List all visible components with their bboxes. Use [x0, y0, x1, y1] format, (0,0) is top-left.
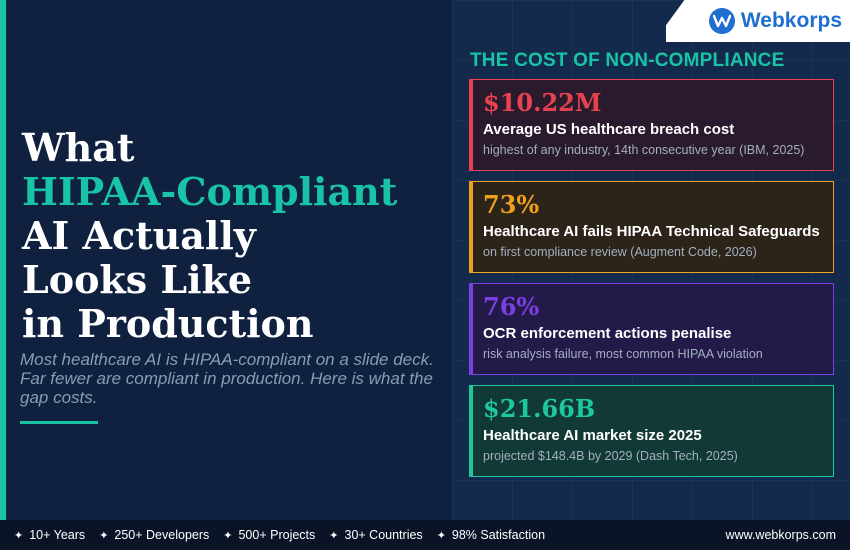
- brand-logo[interactable]: Webkorps: [666, 0, 850, 42]
- stat-value: 73%: [483, 190, 540, 219]
- footer-stat-satisfaction: ✦ 98% Satisfaction: [437, 528, 545, 542]
- subtitle-underline: [20, 421, 98, 424]
- headline-line-2-highlight: HIPAA-Compliant: [22, 169, 398, 214]
- stat-card-ocr-enforcement: 76% OCR enforcement actions penalise ris…: [469, 283, 834, 375]
- footer-stat-developers: ✦ 250+ Developers: [99, 528, 209, 542]
- star-icon: ✦: [329, 529, 339, 542]
- footer-stat-label: 30+ Countries: [344, 528, 423, 542]
- stat-value: 76%: [483, 292, 540, 321]
- stat-note: highest of any industry, 14th consecutiv…: [483, 143, 805, 157]
- headline-line-4: Looks Like: [22, 257, 253, 302]
- stat-label: Healthcare AI fails HIPAA Technical Safe…: [483, 223, 820, 240]
- star-icon: ✦: [436, 529, 446, 542]
- left-panel: [0, 0, 452, 520]
- stat-note: risk analysis failure, most common HIPAA…: [483, 347, 763, 361]
- stat-note: projected $148.4B by 2029 (Dash Tech, 20…: [483, 449, 738, 463]
- stat-card-breach-cost: $10.22M Average US healthcare breach cos…: [469, 79, 834, 171]
- star-icon: ✦: [14, 529, 24, 542]
- headline: What HIPAA-Compliant AI Actually Looks L…: [22, 126, 442, 346]
- stat-card-market-size: $21.66B Healthcare AI market size 2025 p…: [469, 385, 834, 477]
- headline-line-5: in Production: [22, 301, 314, 346]
- footer-stat-years: ✦ 10+ Years: [14, 528, 85, 542]
- left-accent-bar: [0, 0, 6, 520]
- subtitle: Most healthcare AI is HIPAA-compliant on…: [20, 350, 434, 407]
- brand-name: Webkorps: [740, 9, 842, 32]
- stat-label: Healthcare AI market size 2025: [483, 427, 702, 444]
- headline-line-1: What: [22, 125, 135, 170]
- footer-stat-countries: ✦ 30+ Countries: [329, 528, 422, 542]
- stat-card-technical-safeguards: 73% Healthcare AI fails HIPAA Technical …: [469, 181, 834, 273]
- footer-bar: ✦ 10+ Years ✦ 250+ Developers ✦ 500+ Pro…: [0, 520, 850, 550]
- section-title: THE COST OF NON-COMPLIANCE: [470, 50, 785, 71]
- star-icon: ✦: [99, 529, 109, 542]
- stat-value: $21.66B: [483, 394, 596, 423]
- website-link[interactable]: www.webkorps.com: [725, 528, 836, 542]
- footer-stat-projects: ✦ 500+ Projects: [223, 528, 315, 542]
- webkorps-logo-icon: [708, 8, 735, 34]
- stat-label: Average US healthcare breach cost: [483, 121, 735, 138]
- footer-stat-label: 10+ Years: [29, 528, 86, 542]
- star-icon: ✦: [223, 529, 233, 542]
- stat-label: OCR enforcement actions penalise: [483, 325, 732, 342]
- headline-line-3: AI Actually: [22, 213, 256, 258]
- stat-value: $10.22M: [483, 88, 602, 117]
- footer-stat-label: 250+ Developers: [114, 528, 210, 542]
- footer-stat-label: 500+ Projects: [238, 528, 316, 542]
- stat-note: on first compliance review (Augment Code…: [483, 245, 757, 259]
- footer-stat-label: 98% Satisfaction: [451, 528, 546, 542]
